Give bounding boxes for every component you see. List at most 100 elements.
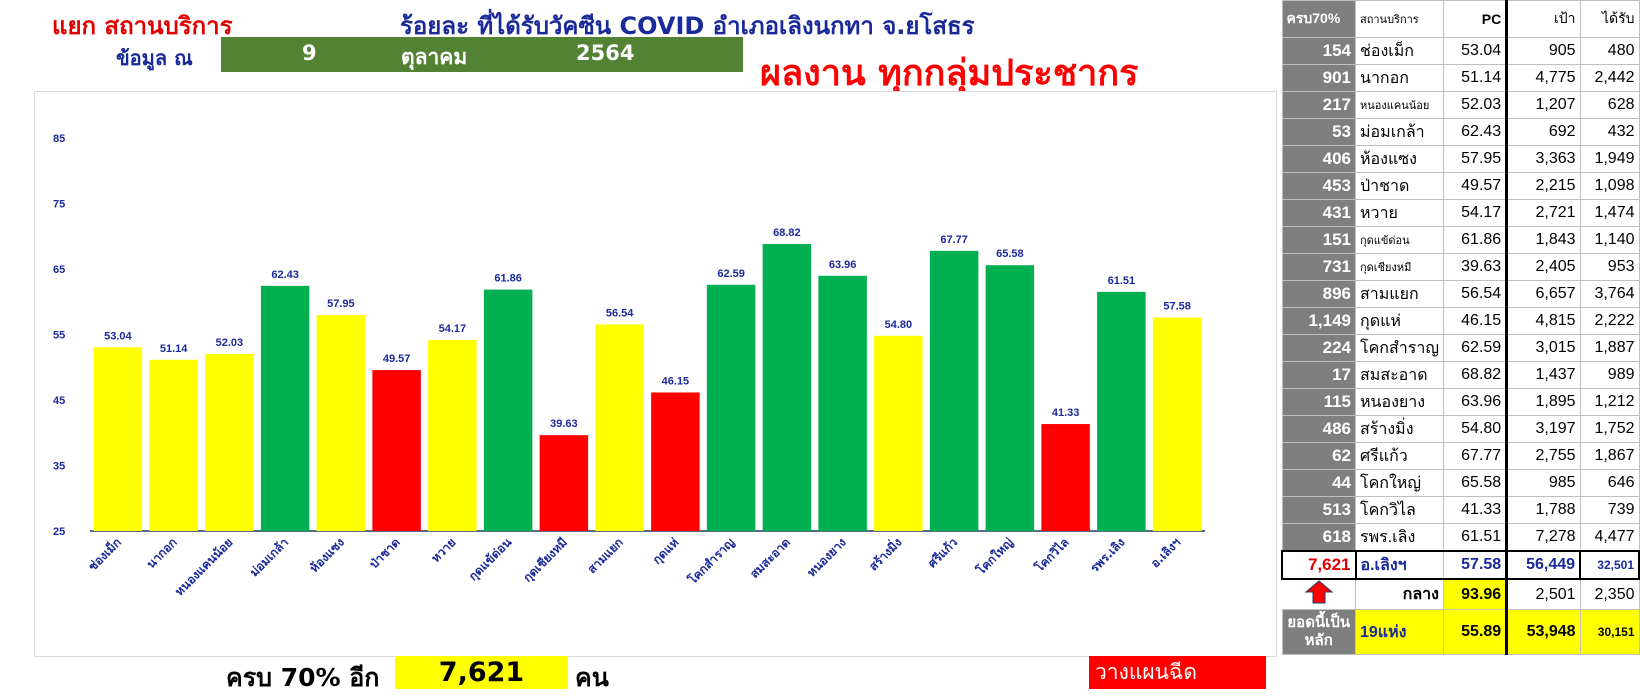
middle-pc: 93.96: [1442, 578, 1508, 610]
table-row: 17 สมสะอาด 68.82 1,437 989: [1281, 361, 1640, 389]
table-row: 62 ศรีแก้ว 67.77 2,755 1,867: [1281, 442, 1640, 470]
bar: [651, 392, 700, 531]
x-tick-label: ม่อมเกล้า: [247, 535, 291, 579]
received-cell: 953: [1579, 253, 1640, 281]
header-remain: ครบ70%: [1281, 0, 1356, 38]
received-cell: 1,098: [1579, 172, 1640, 200]
table-row: 224 โคกสำราญ 62.59 3,015 1,887: [1281, 334, 1640, 362]
pc-cell: 49.57: [1442, 172, 1508, 200]
received-cell: 2,442: [1579, 64, 1640, 92]
y-tick-label: 75: [53, 199, 65, 211]
bar-value-label: 54.80: [885, 319, 913, 331]
header-target: เป้า: [1505, 0, 1581, 38]
facility-name-cell: ห้องแซง: [1355, 145, 1444, 173]
facility-name-cell: ศรีแก้ว: [1355, 442, 1444, 470]
x-tick-label: ป่าชาด: [367, 535, 403, 571]
x-tick-label: ห้องแซง: [307, 535, 347, 575]
facility-name-cell: ป่าชาด: [1355, 172, 1444, 200]
target-cell: 985: [1505, 469, 1581, 497]
main-pc: 55.89: [1442, 609, 1508, 655]
date-bar: 9 ตุลาคม 2564: [221, 37, 743, 72]
bar-value-label: 39.63: [550, 418, 578, 430]
x-tick-label: อ.เลิงฯ: [1148, 535, 1183, 570]
target-cell: 3,363: [1505, 145, 1581, 173]
facility-name-cell: กุดแห่: [1355, 307, 1444, 335]
target-cell: 3,197: [1505, 415, 1581, 443]
main-note: ยอดนี้เป็นหลัก: [1281, 609, 1356, 655]
remain-cell: 431: [1281, 199, 1356, 227]
header-pc: PC: [1442, 0, 1508, 38]
remain-cell: 731: [1281, 253, 1356, 281]
main-target: 53,948: [1505, 609, 1581, 655]
facility-name-cell: สมสะอาด: [1355, 361, 1444, 389]
target-cell: 1,788: [1505, 496, 1581, 524]
bar-value-label: 56.54: [606, 307, 634, 319]
header-received: ได้รับ: [1579, 0, 1640, 38]
bar: [706, 284, 756, 531]
bar-value-label: 52.03: [216, 337, 244, 349]
middle-received: 2,350: [1579, 578, 1640, 610]
bar: [93, 347, 143, 531]
table-row: 151 กุดแข้ด่อน 61.86 1,843 1,140: [1281, 226, 1640, 254]
y-tick-label: 45: [53, 395, 65, 407]
bar-value-label: 62.59: [717, 268, 745, 280]
target-cell: 4,775: [1505, 64, 1581, 92]
remain-cell: 896: [1281, 280, 1356, 308]
x-tick-label: กุดแห่: [650, 535, 682, 567]
pc-cell: 62.43: [1442, 118, 1508, 146]
bar-value-label: 68.82: [773, 227, 801, 239]
facility-name-cell: กุดเชียงหมี: [1355, 253, 1444, 281]
title-left: แยก สถานบริการ: [52, 12, 233, 40]
bar: [372, 370, 421, 531]
remain-cell: 453: [1281, 172, 1356, 200]
remain-cell: 224: [1281, 334, 1356, 362]
pc-cell: 56.54: [1442, 280, 1508, 308]
footer-value: 7,621: [395, 656, 568, 689]
target-cell: 2,755: [1505, 442, 1581, 470]
table-row: 618 รพร.เลิง 61.51 7,278 4,477: [1281, 523, 1640, 552]
pc-cell: 39.63: [1442, 253, 1508, 281]
x-tick-label: โคกใหญ่: [972, 535, 1016, 579]
remain-cell: 618: [1281, 523, 1356, 552]
facility-name-cell: หนองแคนน้อย: [1355, 91, 1444, 119]
main-row: ยอดนี้เป็นหลัก 19แห่ง 55.89 53,948 30,151: [1281, 609, 1640, 655]
date-month: ตุลาคม: [401, 45, 468, 69]
main-received: 30,151: [1579, 609, 1640, 655]
bar-value-label: 61.86: [494, 273, 522, 285]
pc-cell: 57.95: [1442, 145, 1508, 173]
bar-value-label: 65.58: [996, 248, 1024, 260]
pc-cell: 54.80: [1442, 415, 1508, 443]
received-cell: 646: [1579, 469, 1640, 497]
facility-name-cell: หวาย: [1355, 199, 1444, 227]
bar-value-label: 57.58: [1163, 301, 1191, 313]
facility-name-cell: สร้างมิ่ง: [1355, 415, 1444, 443]
table-row: 513 โคกวิไล 41.33 1,788 739: [1281, 496, 1640, 524]
target-cell: 2,215: [1505, 172, 1581, 200]
chart-frame: 25 35 45 55 65 75 85 53.04 ช่องเม็ก 51.14 นากอก 52.…: [34, 91, 1277, 657]
title-center: ร้อยละ ที่ได้รับวัคซีน COVID อำเภอเลิงนก…: [400, 12, 975, 40]
plan-button[interactable]: วางแผนฉีด: [1089, 656, 1266, 689]
x-tick-label: สามแยก: [585, 535, 626, 576]
x-tick-label: กุดแข้ด่อน: [466, 535, 515, 584]
table-row: 453 ป่าชาด 49.57 2,215 1,098: [1281, 172, 1640, 200]
bar-value-label: 53.04: [104, 330, 132, 342]
y-tick-label: 35: [53, 461, 65, 473]
received-cell: 2,222: [1579, 307, 1640, 335]
header-name: สถานบริการ: [1355, 0, 1444, 38]
footer-label: ครบ 70% อีก: [226, 663, 380, 692]
table-row: 44 โคกใหญ่ 65.58 985 646: [1281, 469, 1640, 497]
facility-name-cell: โคกใหญ่: [1355, 469, 1444, 497]
table-header-row: ครบ70% สถานบริการ PC เป้า ได้รับ: [1281, 0, 1640, 38]
received-cell: 3,764: [1579, 280, 1640, 308]
target-cell: 2,405: [1505, 253, 1581, 281]
received-cell: 432: [1579, 118, 1640, 146]
table-row: 431 หวาย 54.17 2,721 1,474: [1281, 199, 1640, 227]
facility-name-cell: สามแยก: [1355, 280, 1444, 308]
target-cell: 905: [1505, 37, 1581, 65]
x-tick-label: สมสะอาด: [747, 535, 793, 581]
pc-cell: 62.59: [1442, 334, 1508, 362]
bar: [762, 243, 812, 531]
remain-cell: 17: [1281, 361, 1356, 389]
x-tick-label: โคกวิไล: [1031, 535, 1072, 576]
target-cell: 3,015: [1505, 334, 1581, 362]
